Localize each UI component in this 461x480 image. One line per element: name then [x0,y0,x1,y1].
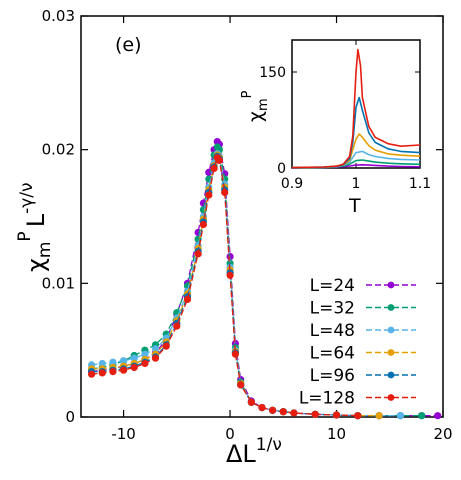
inset-y-label-sup: P [240,90,255,98]
data-point [98,369,106,377]
y-axis-label-sup-p: P [15,231,35,241]
y-tick-label: 0.01 [42,274,75,292]
data-point [109,358,117,366]
inset-x-tick-label: 1.1 [409,176,431,192]
inset-y-label-chi: χ [245,111,267,122]
y-tick-label: 0 [65,408,75,426]
y-tick-label: 0.02 [42,141,75,159]
data-point [290,409,298,417]
y-axis-label-sup2: -γ/ν [17,183,37,214]
data-point [173,322,181,330]
inset-series-line [291,48,421,169]
legend-marker [387,349,395,356]
x-tick-label: 0 [225,425,235,443]
inset-x-tick-label: 1 [352,176,361,192]
inset-frame [291,39,421,169]
x-axis-label-sup: 1/ν [256,435,282,455]
data-point [151,354,160,362]
inset-y-tick-label: 150 [259,65,286,81]
data-point [279,408,287,416]
legend-label: L=96 [310,366,355,386]
data-point [98,359,106,368]
data-point [226,271,234,279]
data-point [332,411,341,419]
inset-x-label: T [348,195,361,217]
inset-y-label-sub: m [256,98,271,111]
data-point [418,412,426,420]
x-tick-label: 10 [327,425,346,443]
x-tick-label: 20 [433,425,452,443]
data-point [311,410,319,418]
legend-marker [387,371,395,379]
plot-frame [80,15,444,418]
data-point [434,412,442,420]
y-axis-label-L: L [22,213,50,227]
data-point [151,345,160,353]
data-point [258,404,266,412]
data-point [210,164,218,172]
data-point [120,357,128,365]
data-point [396,412,404,420]
panel-label: (e) [115,34,142,56]
data-point [375,412,383,420]
x-axis-label-main: ΔL [226,440,256,468]
data-point [130,363,138,372]
data-point [162,342,170,350]
legend-marker [387,304,395,311]
x-axis-label: ΔL1/ν [226,435,282,468]
data-point [231,350,239,358]
data-point [183,295,192,303]
legend-label: L=48 [310,321,355,341]
data-point [194,250,202,258]
y-tick-label: 0.03 [42,7,75,25]
legend-marker [387,281,395,289]
y-axis-label-chi: χ [22,258,50,272]
series-line [91,145,422,417]
series-line [91,153,380,417]
data-point [215,156,223,164]
y-axis-label: χmPL-γ/ν [15,183,55,273]
x-tick-label: -10 [111,425,136,443]
legend-label: L=128 [299,389,355,409]
inset-ticks: 0.9 1 1.1 0 150 [259,40,431,192]
inset-series [291,48,421,169]
data-point [269,406,277,414]
legend-label: L=32 [310,299,355,319]
data-point [354,412,362,420]
data-point [88,370,96,378]
legend-marker [387,326,395,334]
data-point [130,354,138,362]
main-series [88,138,442,420]
data-point [205,191,213,199]
series-line [91,156,358,417]
inset-x-tick-label: 0.9 [281,176,303,192]
data-point [199,220,207,229]
legend-label: L=64 [310,344,355,364]
data-point [221,188,229,196]
data-point [247,398,255,406]
data-point [141,359,149,368]
y-axis-label-sub: m [35,242,55,259]
data-point [109,368,117,376]
inset-y-tick-label: 0 [277,161,286,177]
data-point [237,381,245,389]
legend-label: L=24 [310,276,355,296]
legend: L=24 L=32L=48 L=64L=96 L=128 [299,276,416,409]
inset-y-label: χmP [240,90,271,122]
legend-marker [387,394,395,401]
data-point [120,366,128,374]
data-point [141,350,149,358]
